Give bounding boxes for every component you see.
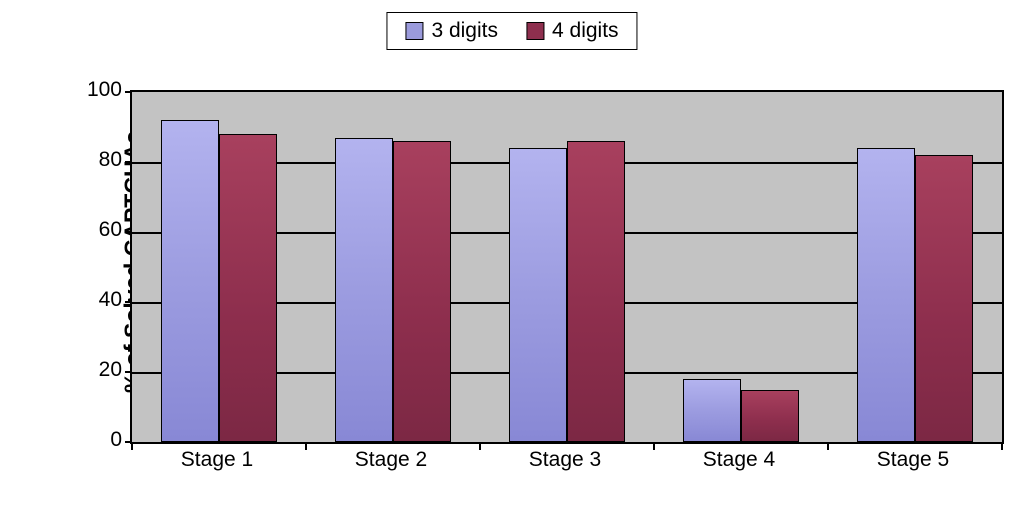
- legend-item-4digits: 4 digits: [526, 19, 619, 43]
- bar-3digits: [683, 379, 741, 442]
- y-tick-label: 100: [62, 78, 122, 102]
- x-tick: [479, 442, 481, 450]
- y-tick: [125, 91, 132, 93]
- x-tick: [827, 442, 829, 450]
- bar-4digits: [915, 155, 973, 442]
- bar-3digits: [161, 120, 219, 442]
- y-tick: [125, 371, 132, 373]
- x-tick: [1001, 442, 1003, 450]
- x-tick: [653, 442, 655, 450]
- x-tick: [305, 442, 307, 450]
- y-tick-label: 60: [62, 218, 122, 242]
- legend-swatch-icon: [405, 22, 423, 40]
- bar-4digits: [741, 390, 799, 443]
- y-tick-label: 0: [62, 428, 122, 452]
- legend-label: 3 digits: [431, 19, 498, 43]
- captcha-chart: 3 digits 4 digits % of Solved CAPTCHAs 0…: [0, 0, 1024, 524]
- x-tick-label: Stage 3: [529, 448, 601, 472]
- legend-item-3digits: 3 digits: [405, 19, 498, 43]
- bar-4digits: [219, 134, 277, 442]
- y-tick: [125, 301, 132, 303]
- bar-3digits: [509, 148, 567, 442]
- x-tick-label: Stage 2: [355, 448, 427, 472]
- y-tick-label: 20: [62, 358, 122, 382]
- x-tick-label: Stage 4: [703, 448, 775, 472]
- bar-4digits: [393, 141, 451, 442]
- x-tick-label: Stage 5: [877, 448, 949, 472]
- y-tick-label: 80: [62, 148, 122, 172]
- x-tick-label: Stage 1: [181, 448, 253, 472]
- legend-swatch-icon: [526, 22, 544, 40]
- legend-label: 4 digits: [552, 19, 619, 43]
- x-tick: [131, 442, 133, 450]
- y-tick: [125, 231, 132, 233]
- bar-3digits: [335, 138, 393, 443]
- y-tick-label: 40: [62, 288, 122, 312]
- plot-area: [130, 90, 1004, 444]
- legend: 3 digits 4 digits: [386, 12, 637, 50]
- bar-4digits: [567, 141, 625, 442]
- y-tick: [125, 161, 132, 163]
- bar-3digits: [857, 148, 915, 442]
